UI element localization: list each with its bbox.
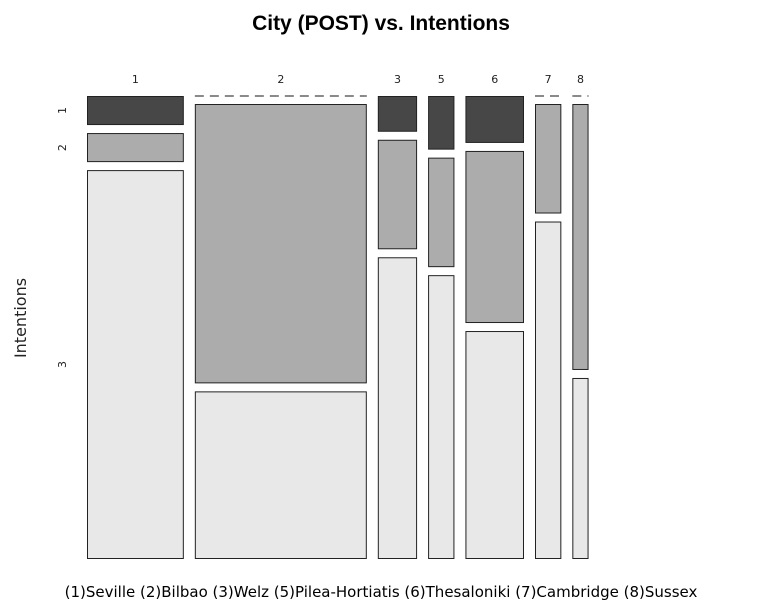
- tile-7-3: [534, 221, 562, 559]
- tile-8-3: [572, 377, 589, 559]
- tile-7-2: [534, 104, 562, 214]
- tile-5-2: [428, 157, 455, 268]
- column-label-6: 6: [491, 73, 498, 86]
- tile-1-1: [87, 96, 184, 126]
- tile-3-1: [377, 96, 418, 132]
- tile-2-2: [194, 104, 367, 384]
- row-label-1: 1: [56, 107, 69, 114]
- tile-6-3: [465, 331, 524, 559]
- column-label-1: 1: [132, 73, 139, 86]
- row-labels: 1 2 3: [56, 107, 69, 368]
- tile-5-3: [428, 275, 455, 559]
- column-label-8: 8: [577, 73, 584, 86]
- tile-3-3: [377, 257, 418, 559]
- column-label-7: 7: [545, 73, 552, 86]
- tile-6-2: [465, 150, 524, 324]
- column-labels: 1 2 3 5 6 7 8: [132, 73, 584, 86]
- chart-title: City (POST) vs. Intentions: [252, 12, 510, 35]
- row-label-2: 2: [56, 144, 69, 151]
- tile-3-2: [377, 139, 418, 250]
- mosaic-tiles: [87, 95, 589, 560]
- tile-1-3: [87, 170, 184, 560]
- column-label-3: 3: [394, 73, 401, 86]
- tile-6-1: [465, 96, 524, 143]
- tile-5-1: [428, 96, 455, 150]
- tile-8-2: [572, 104, 589, 370]
- chart-caption: (1)Seville (2)Bilbao (3)Welz (5)Pilea-Ho…: [64, 583, 698, 601]
- row-label-3: 3: [56, 361, 69, 368]
- tile-1-2: [87, 133, 184, 163]
- y-axis-label: Intentions: [11, 278, 30, 358]
- tile-2-3: [194, 391, 367, 559]
- column-label-5: 5: [438, 73, 445, 86]
- column-label-2: 2: [277, 73, 284, 86]
